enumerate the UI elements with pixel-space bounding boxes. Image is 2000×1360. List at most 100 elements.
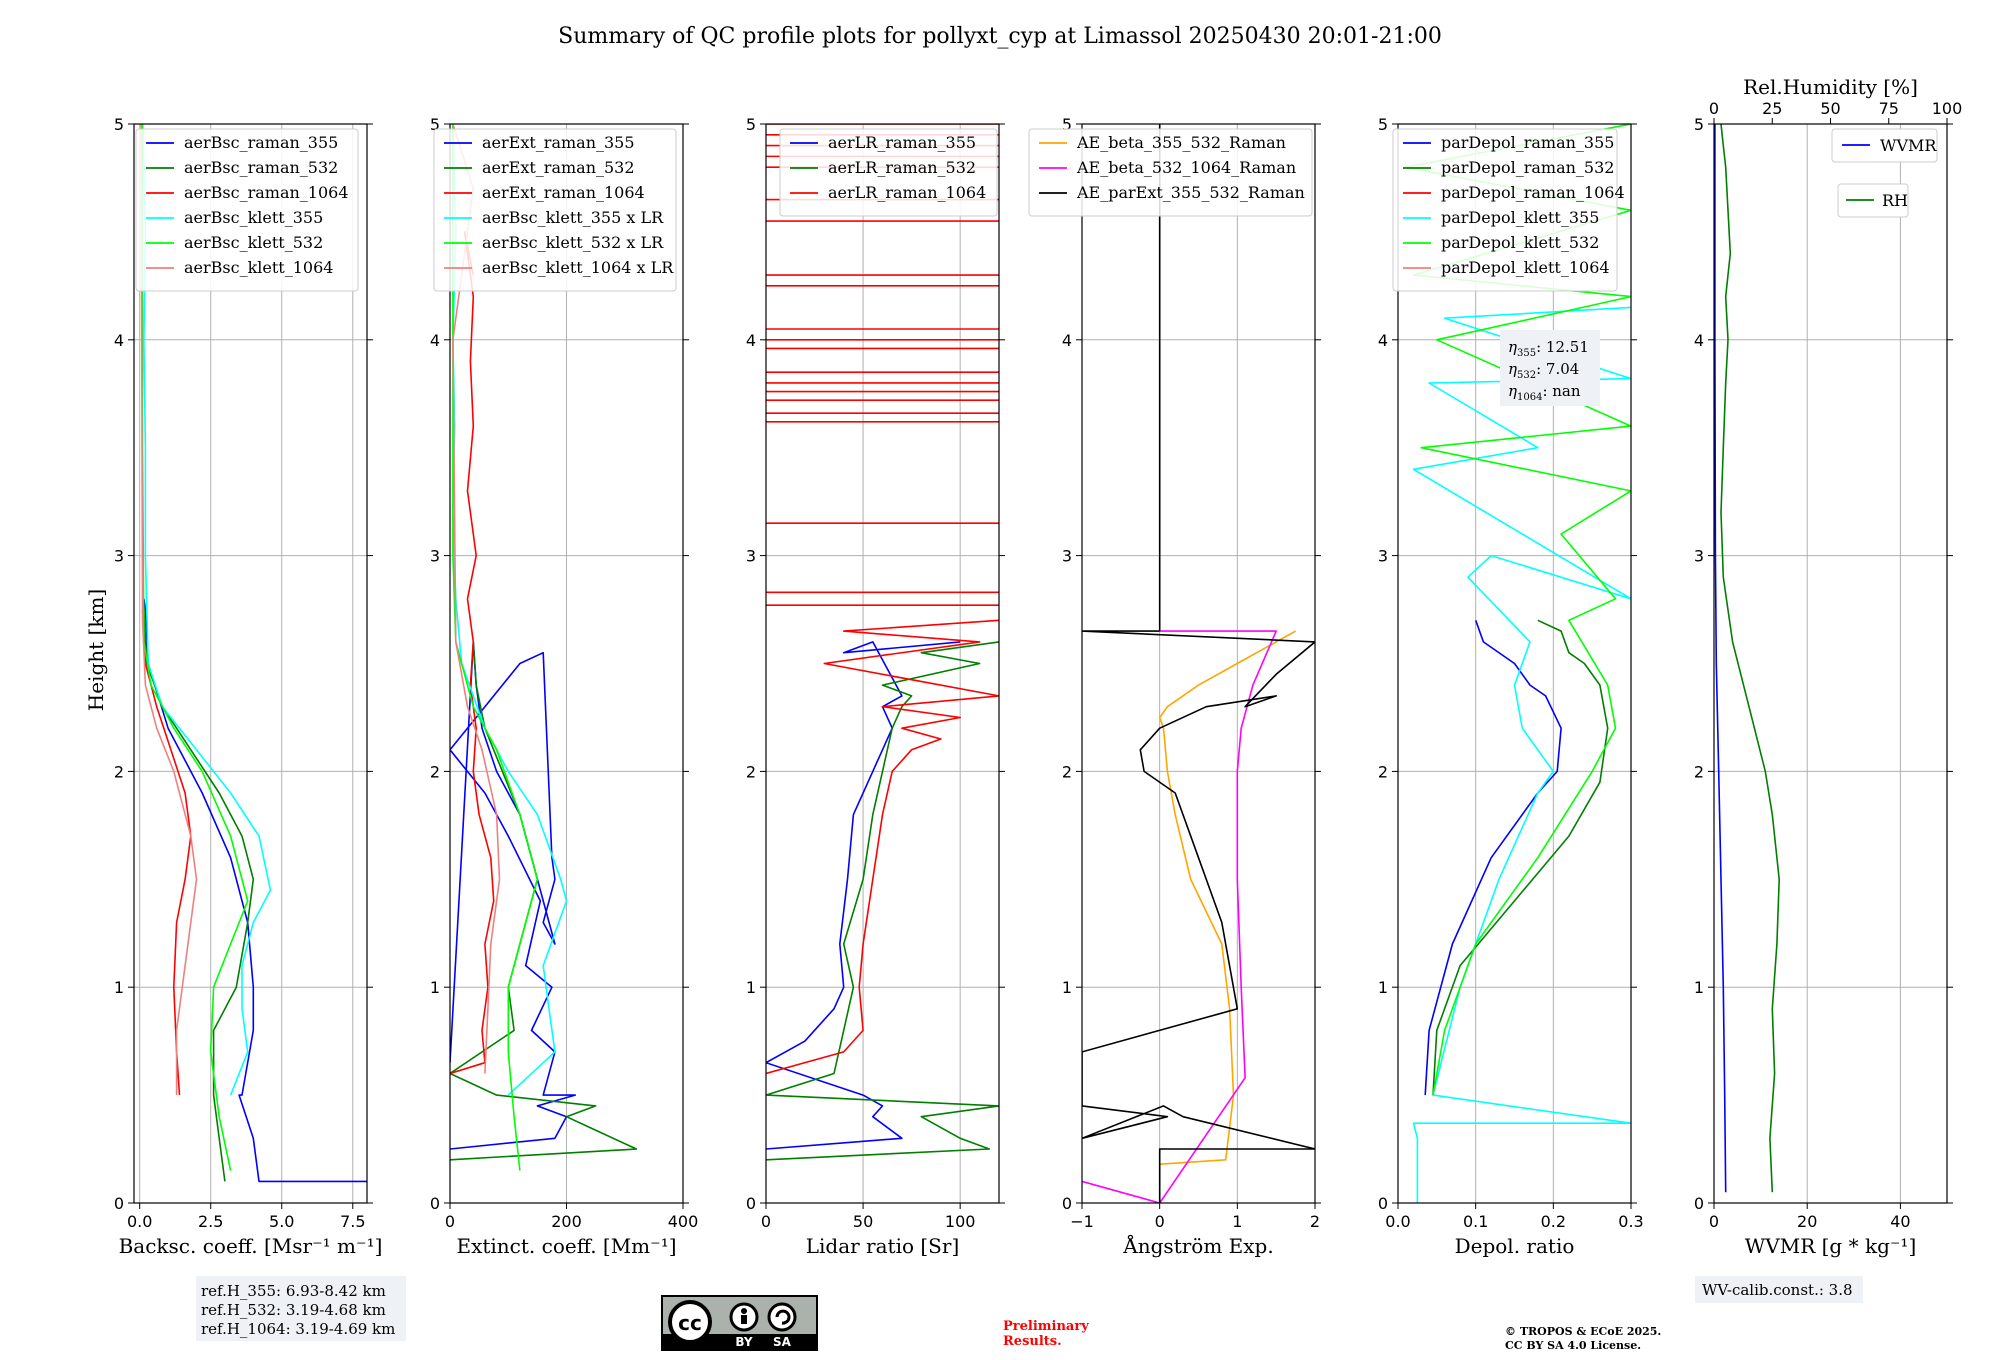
x-tick-label: 50 xyxy=(853,1212,873,1231)
legend-label: aerLR_raman_1064 xyxy=(828,183,986,202)
legend: aerExt_raman_355 aerExt_raman_532 aerExt_r… xyxy=(433,128,677,292)
y-tick-label: 0 xyxy=(430,1194,440,1213)
legend-label: parDepol_raman_1064 xyxy=(1441,183,1625,202)
preliminary-line-2: Results. xyxy=(1003,1334,1062,1349)
legend-label: aerExt_raman_532 xyxy=(482,158,635,177)
axes-frame xyxy=(1397,123,1632,1204)
legend-label: parDepol_raman_355 xyxy=(1441,133,1614,152)
panel-2: 0 200 400 0 1 2 3 4 5 Extinct. coeff. [Mm⁻¹] aerEx… xyxy=(430,115,698,1258)
y-tick-label: 2 xyxy=(746,762,756,781)
y-tick-label: 4 xyxy=(1062,331,1072,350)
wv-calib-box xyxy=(1695,1276,1863,1303)
x-axis-label: Depol. ratio xyxy=(1455,1234,1575,1258)
legend-label: AE_beta_355_532_Raman xyxy=(1076,133,1286,152)
legend-frame xyxy=(1392,128,1618,292)
eta-line-532: η532: 7.04 xyxy=(1508,360,1579,381)
x-axis-label: Extinct. coeff. [Mm⁻¹] xyxy=(456,1234,676,1258)
y-tick-label: 3 xyxy=(746,547,756,566)
cc-sa-label: SA xyxy=(773,1335,792,1349)
series-rh xyxy=(1720,124,1780,1193)
x-tick-label: 0.3 xyxy=(1618,1212,1643,1231)
legend-label: WVMR xyxy=(1880,136,1937,155)
series-pardepol-raman-355 xyxy=(1424,620,1562,1096)
x-axis-label: Backsc. coeff. [Msr⁻¹ m⁻¹] xyxy=(119,1234,383,1258)
y-tick-label: 0 xyxy=(1062,1194,1072,1213)
y-tick-label: 2 xyxy=(430,762,440,781)
series-aerbsc-klett-1064 xyxy=(140,124,198,1096)
y-tick-label: 4 xyxy=(1694,331,1704,350)
sa-arrow xyxy=(775,1309,791,1325)
legend: aerLR_raman_355 aerLR_raman_532 aerLR_rama… xyxy=(779,128,998,217)
series-ae-parext-355-532-raman xyxy=(1082,630,1315,1203)
y-axis-label: Height [km] xyxy=(84,589,108,711)
plot-area xyxy=(766,124,999,1161)
legend-label: aerBsc_raman_532 xyxy=(184,158,338,177)
y-tick-label: 1 xyxy=(1694,978,1704,997)
y-tick-label: 5 xyxy=(430,115,440,134)
y-tick-label: 4 xyxy=(1378,331,1388,350)
panel-3: 0 50 100 0 1 2 3 4 5 Lidar ratio [Sr] aerLR_raman_… xyxy=(746,115,1005,1258)
copyright-line-2: CC BY SA 4.0 License. xyxy=(1505,1339,1641,1352)
legend-label: AE_beta_532_1064_Raman xyxy=(1076,158,1296,177)
preliminary-line-1: Preliminary xyxy=(1003,1319,1089,1334)
top-x-tick-label: 75 xyxy=(1879,99,1899,118)
series-aerext-raman-355 xyxy=(450,641,577,1150)
x-tick-label: 0.0 xyxy=(1385,1212,1410,1231)
series-ae-beta-355-532-raman xyxy=(1158,630,1296,1165)
y-tick-label: 5 xyxy=(1694,115,1704,134)
legend-label: aerBsc_raman_355 xyxy=(184,133,338,152)
eta-box xyxy=(1500,330,1600,406)
legend-frame xyxy=(433,128,677,292)
x-tick-label: 0.1 xyxy=(1463,1212,1488,1231)
series-aerbsc-raman-532 xyxy=(143,609,255,1182)
series-pardepol-raman-532 xyxy=(1432,619,1609,1096)
x-tick-label: 0 xyxy=(1155,1212,1165,1231)
axes-frame xyxy=(1081,123,1316,1204)
panel-5: 0.0 0.1 0.2 0.3 0 1 2 3 4 5 Depol. ratio parDepol_r… xyxy=(1378,115,1644,1258)
plot-area xyxy=(140,124,367,1183)
wv-calib-text: WV-calib.const.: 3.8 xyxy=(1702,1281,1853,1299)
legend-frame xyxy=(1028,128,1313,217)
legend-label: aerExt_raman_1064 xyxy=(482,183,645,202)
panel-6: 0 20 40 0 1 2 3 4 5 WVMR [g * kg⁻¹] 0 25 50 75 100 Rel.… xyxy=(1694,75,1962,1258)
x-axis-label: WVMR [g * kg⁻¹] xyxy=(1745,1234,1917,1258)
ref-h-355: ref.H_355: 6.93-8.42 km xyxy=(201,1282,386,1300)
y-tick-label: 4 xyxy=(430,331,440,350)
legend-frame xyxy=(779,128,998,217)
y-tick-label: 5 xyxy=(1062,115,1072,134)
axes-frame xyxy=(765,123,1000,1204)
cc-by-sa-badge: cc BY SA xyxy=(661,1295,818,1351)
x-tick-label: 1 xyxy=(1232,1212,1242,1231)
plot-area xyxy=(1082,124,1315,1203)
y-tick-label: 3 xyxy=(114,547,124,566)
legend-frame xyxy=(135,128,359,292)
cc-logo-glyph: cc xyxy=(678,1311,702,1335)
legend-label: aerBsc_klett_532 xyxy=(184,233,323,252)
figure-title: Summary of QC profile plots for pollyxt_… xyxy=(558,24,1442,49)
x-tick-label: 2.5 xyxy=(198,1212,223,1231)
panels: 0.0 2.5 5.0 7.5 0 1 2 3 4 5 Backsc. coeff. [Msr⁻¹ … xyxy=(114,75,1962,1258)
series-aerbsc-klett-355 xyxy=(141,124,272,1096)
ref-h-1064: ref.H_1064: 3.19-4.69 km xyxy=(201,1320,395,1338)
axes-frame xyxy=(133,123,368,1204)
y-tick-label: 4 xyxy=(746,331,756,350)
x-tick-label: 400 xyxy=(668,1212,699,1231)
y-tick-label: 1 xyxy=(1378,978,1388,997)
legend-label: aerBsc_klett_1064 x LR xyxy=(482,258,674,277)
y-tick-label: 0 xyxy=(1694,1194,1704,1213)
x-tick-label: 0.0 xyxy=(127,1212,152,1231)
y-tick-label: 1 xyxy=(1062,978,1072,997)
y-tick-label: 2 xyxy=(1378,762,1388,781)
legend-label: parDepol_raman_532 xyxy=(1441,158,1614,177)
legend: parDepol_raman_355 parDepol_raman_532 parD… xyxy=(1392,128,1625,292)
x-axis-label: Ångström Exp. xyxy=(1122,1233,1273,1258)
ref-height-box xyxy=(196,1276,406,1341)
y-tick-label: 1 xyxy=(430,978,440,997)
top-axis-label: Rel.Humidity [%] xyxy=(1743,75,1918,99)
x-tick-label: 0 xyxy=(1709,1212,1719,1231)
legend-label: aerLR_raman_355 xyxy=(828,133,976,152)
cc-logo-icon xyxy=(668,1300,712,1344)
x-tick-label: 7.5 xyxy=(340,1212,365,1231)
top-x-tick-label: 25 xyxy=(1762,99,1782,118)
x-tick-label: 100 xyxy=(945,1212,976,1231)
